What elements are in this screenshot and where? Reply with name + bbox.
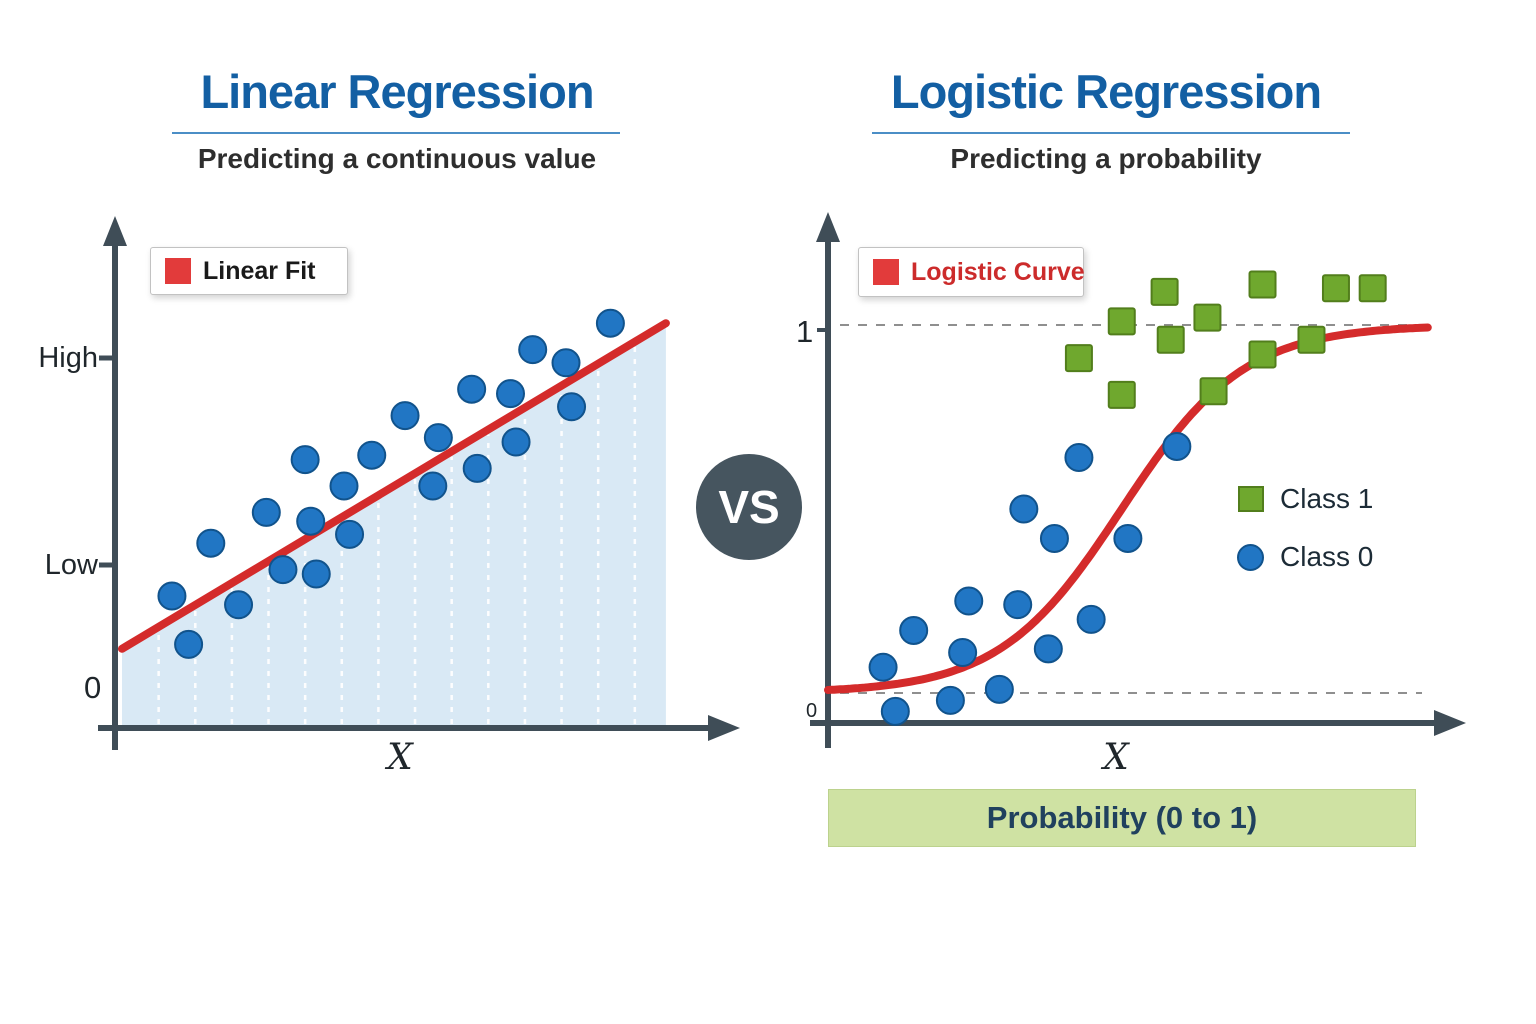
linear-fit-legend-label: Linear Fit [203, 256, 316, 285]
class0-point [899, 615, 929, 645]
data-point-circle [174, 629, 204, 659]
data-point-circle [418, 471, 448, 501]
data-point-circle [290, 445, 320, 475]
right-x-axis-arrow-icon [1434, 710, 1466, 736]
right-legend-box: Logistic Curve [858, 247, 1085, 297]
class1-legend-row: Class 1 [1238, 483, 1373, 515]
data-point-circle [268, 555, 298, 585]
class1-point [1107, 307, 1136, 336]
data-point-circle [496, 379, 525, 409]
right-y-axis-arrow-icon [816, 212, 840, 242]
class0-point [868, 652, 898, 682]
class0-point [935, 685, 965, 715]
right-subtitle: Predicting a probability [950, 143, 1262, 174]
data-point-circle [595, 308, 625, 338]
class0-point [1033, 634, 1063, 664]
left-legend-box: Linear Fit [150, 247, 348, 295]
data-point-circle [557, 392, 587, 422]
data-point-circle [462, 453, 492, 483]
class1-point [1297, 325, 1326, 354]
linear-regression-chart [98, 216, 740, 750]
logistic-curve-legend-label: Logistic Curve [911, 257, 1085, 286]
class0-point [948, 638, 978, 668]
class1-point [1321, 274, 1350, 303]
class0-point [1009, 494, 1039, 524]
left-ytick-zero-label: 0 [84, 670, 102, 705]
class1-point [1150, 277, 1179, 306]
regression-area [122, 323, 666, 725]
class1-point [1248, 270, 1277, 299]
logistic-curve-swatch-icon [873, 259, 899, 285]
left-ytick-high-label: High [38, 342, 98, 374]
class1-point [1248, 340, 1277, 369]
data-point-circle [301, 559, 331, 589]
left-y-axis-arrow-icon [103, 216, 127, 246]
right-title-underline [872, 132, 1350, 134]
class0-point [954, 586, 984, 616]
class0-point [1039, 523, 1069, 553]
vs-badge: VS [696, 454, 802, 560]
class0-legend-row: Class 0 [1237, 541, 1373, 573]
class0-point [1003, 590, 1033, 620]
class0-point [1076, 604, 1106, 634]
class0-point [984, 674, 1014, 704]
data-point-circle [518, 335, 548, 365]
data-point-circle [501, 427, 531, 457]
left-page-title: Linear Regression [200, 65, 594, 118]
data-point-circle [251, 497, 281, 527]
data-point-circle [196, 528, 226, 558]
class1-point [1064, 344, 1093, 373]
class1-legend-label: Class 1 [1280, 483, 1374, 514]
class0-point [1162, 431, 1192, 461]
data-point-circle [329, 471, 359, 501]
data-point-circle [390, 401, 420, 431]
data-point-circle [296, 506, 326, 536]
left-ytick-low-label: Low [44, 549, 98, 581]
probability-banner: Probability (0 to 1) [828, 789, 1416, 847]
left-subtitle: Predicting a continuous value [197, 143, 597, 174]
class1-point [1193, 303, 1222, 332]
linear-fit-swatch-icon [165, 258, 191, 284]
class0-point [1064, 442, 1094, 472]
right-ytick-zero-label: 0 [806, 700, 818, 722]
logistic-curve [824, 323, 1432, 694]
left-title-underline [172, 132, 620, 134]
left-x-axis-arrow-icon [708, 715, 740, 741]
class0-swatch-icon [1237, 543, 1264, 571]
right-page-title: Logistic Regression [890, 65, 1322, 118]
data-point-circle [357, 440, 387, 470]
right-ytick-one-label: 1 [796, 314, 814, 349]
linear-fit-line [118, 319, 670, 653]
class1-point [1358, 274, 1387, 303]
right-x-axis-label: X [1103, 737, 1129, 778]
data-point-circle [157, 581, 187, 611]
class0-legend-label: Class 0 [1280, 541, 1374, 572]
data-point-circle [335, 519, 365, 549]
class0-point [1113, 523, 1143, 553]
data-point-circle [423, 423, 453, 453]
logistic-regression-chart [810, 212, 1466, 748]
class1-swatch-icon [1238, 486, 1264, 512]
class1-point [1156, 325, 1185, 354]
data-point-circle [457, 374, 487, 404]
class1-point [1199, 377, 1228, 406]
class1-point [1107, 380, 1136, 409]
left-x-axis-label: X [387, 737, 413, 778]
data-point-circle [224, 590, 254, 620]
class0-point [880, 696, 910, 726]
data-point-circle [551, 348, 581, 378]
